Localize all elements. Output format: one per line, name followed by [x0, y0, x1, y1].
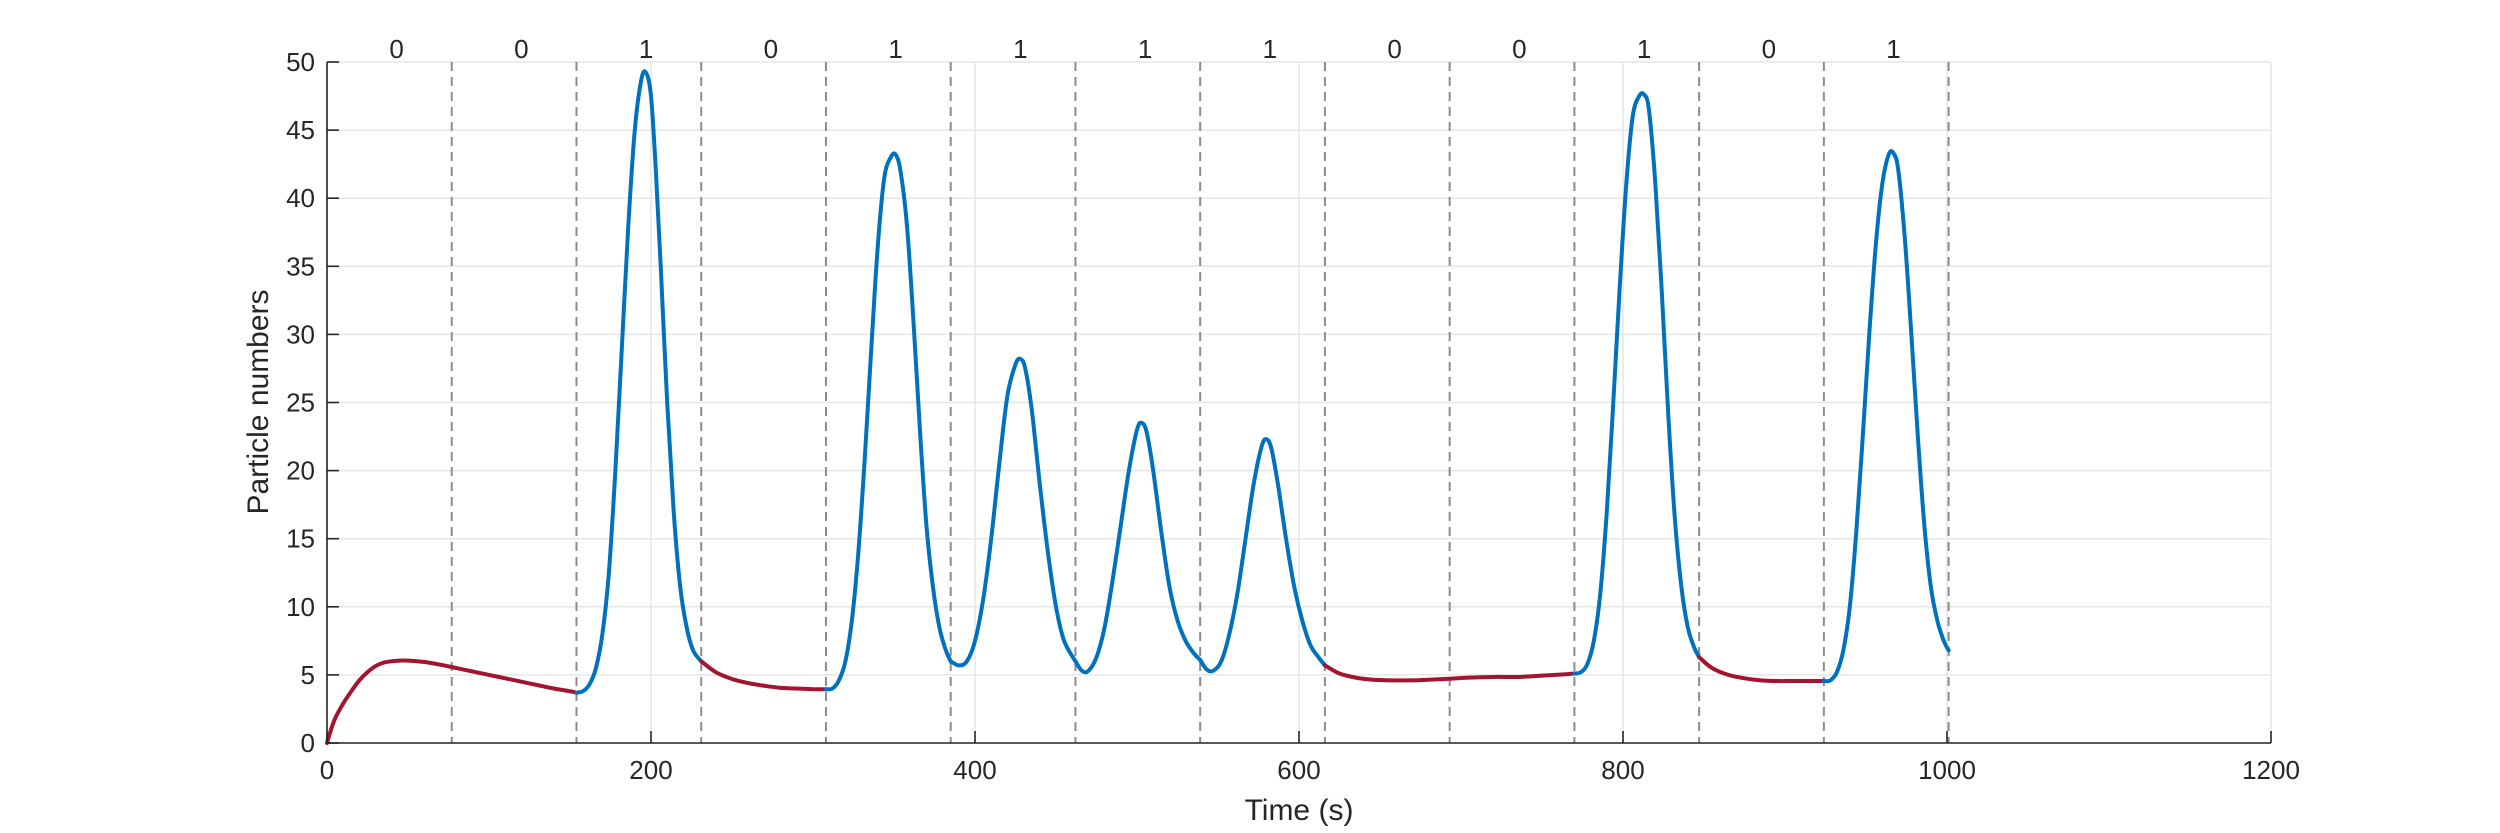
state-bin-labels: 0 0 1 0 1 1 1 1 0 0 1 0 1 — [389, 34, 1900, 64]
series-line-low-9 — [1697, 655, 1826, 684]
series-line-high-6 — [1198, 437, 1327, 674]
bin-state-label: 1 — [1263, 34, 1277, 64]
y-tick-label: 20 — [286, 456, 315, 486]
bin-state-label: 0 — [389, 34, 403, 64]
x-tick-label: 800 — [1601, 755, 1644, 785]
series-line-high-8 — [1572, 91, 1702, 676]
bin-state-label: 1 — [1138, 34, 1152, 64]
series-line-low-0 — [325, 658, 579, 745]
y-tick-label: 15 — [286, 524, 315, 554]
x-tick-label: 200 — [629, 755, 672, 785]
y-tick-label: 35 — [286, 251, 315, 281]
x-tick-labels: 0 200 400 600 800 1000 1200 — [320, 755, 2300, 785]
bin-state-label: 0 — [1512, 34, 1526, 64]
series-lines — [325, 69, 1951, 745]
series-line-low-2 — [699, 659, 828, 692]
series-line-high-10 — [1821, 149, 1951, 684]
y-tick-label: 40 — [286, 183, 315, 213]
y-tick-labels: 0 5 10 15 20 25 30 35 40 45 50 — [286, 47, 315, 758]
bin-state-label: 1 — [639, 34, 653, 64]
y-tick-label: 45 — [286, 115, 315, 145]
y-tick-label: 10 — [286, 592, 315, 622]
axes — [326, 61, 2272, 744]
y-tick-label: 30 — [286, 319, 315, 349]
y-axis-title: Particle numbers — [242, 289, 275, 514]
series-line-high-5 — [1073, 420, 1203, 675]
x-axis-title: Time (s) — [1245, 794, 1354, 827]
y-tick-label: 0 — [301, 728, 315, 758]
bin-state-label: 0 — [1387, 34, 1401, 64]
bin-state-label: 1 — [1637, 34, 1651, 64]
x-tick-label: 600 — [1277, 755, 1320, 785]
x-tick-label: 1200 — [2242, 755, 2300, 785]
x-tick-label: 0 — [320, 755, 334, 785]
series-line-low-7 — [1322, 663, 1577, 683]
x-tick-label: 400 — [953, 755, 996, 785]
series-line-high-4 — [948, 356, 1078, 668]
y-tick-label: 5 — [301, 660, 315, 690]
bin-state-label: 1 — [1013, 34, 1027, 64]
bin-state-label: 1 — [1886, 34, 1900, 64]
series-line-high-1 — [574, 69, 704, 695]
x-tick-label: 1000 — [1918, 755, 1976, 785]
interval-dividers — [450, 62, 1950, 743]
bin-state-label: 0 — [764, 34, 778, 64]
y-tick-label: 25 — [286, 388, 315, 418]
bin-state-label: 0 — [514, 34, 528, 64]
series-line-high-3 — [823, 151, 953, 692]
bin-state-label: 1 — [888, 34, 902, 64]
bin-state-label: 0 — [1762, 34, 1776, 64]
y-tick-label: 50 — [286, 47, 315, 77]
